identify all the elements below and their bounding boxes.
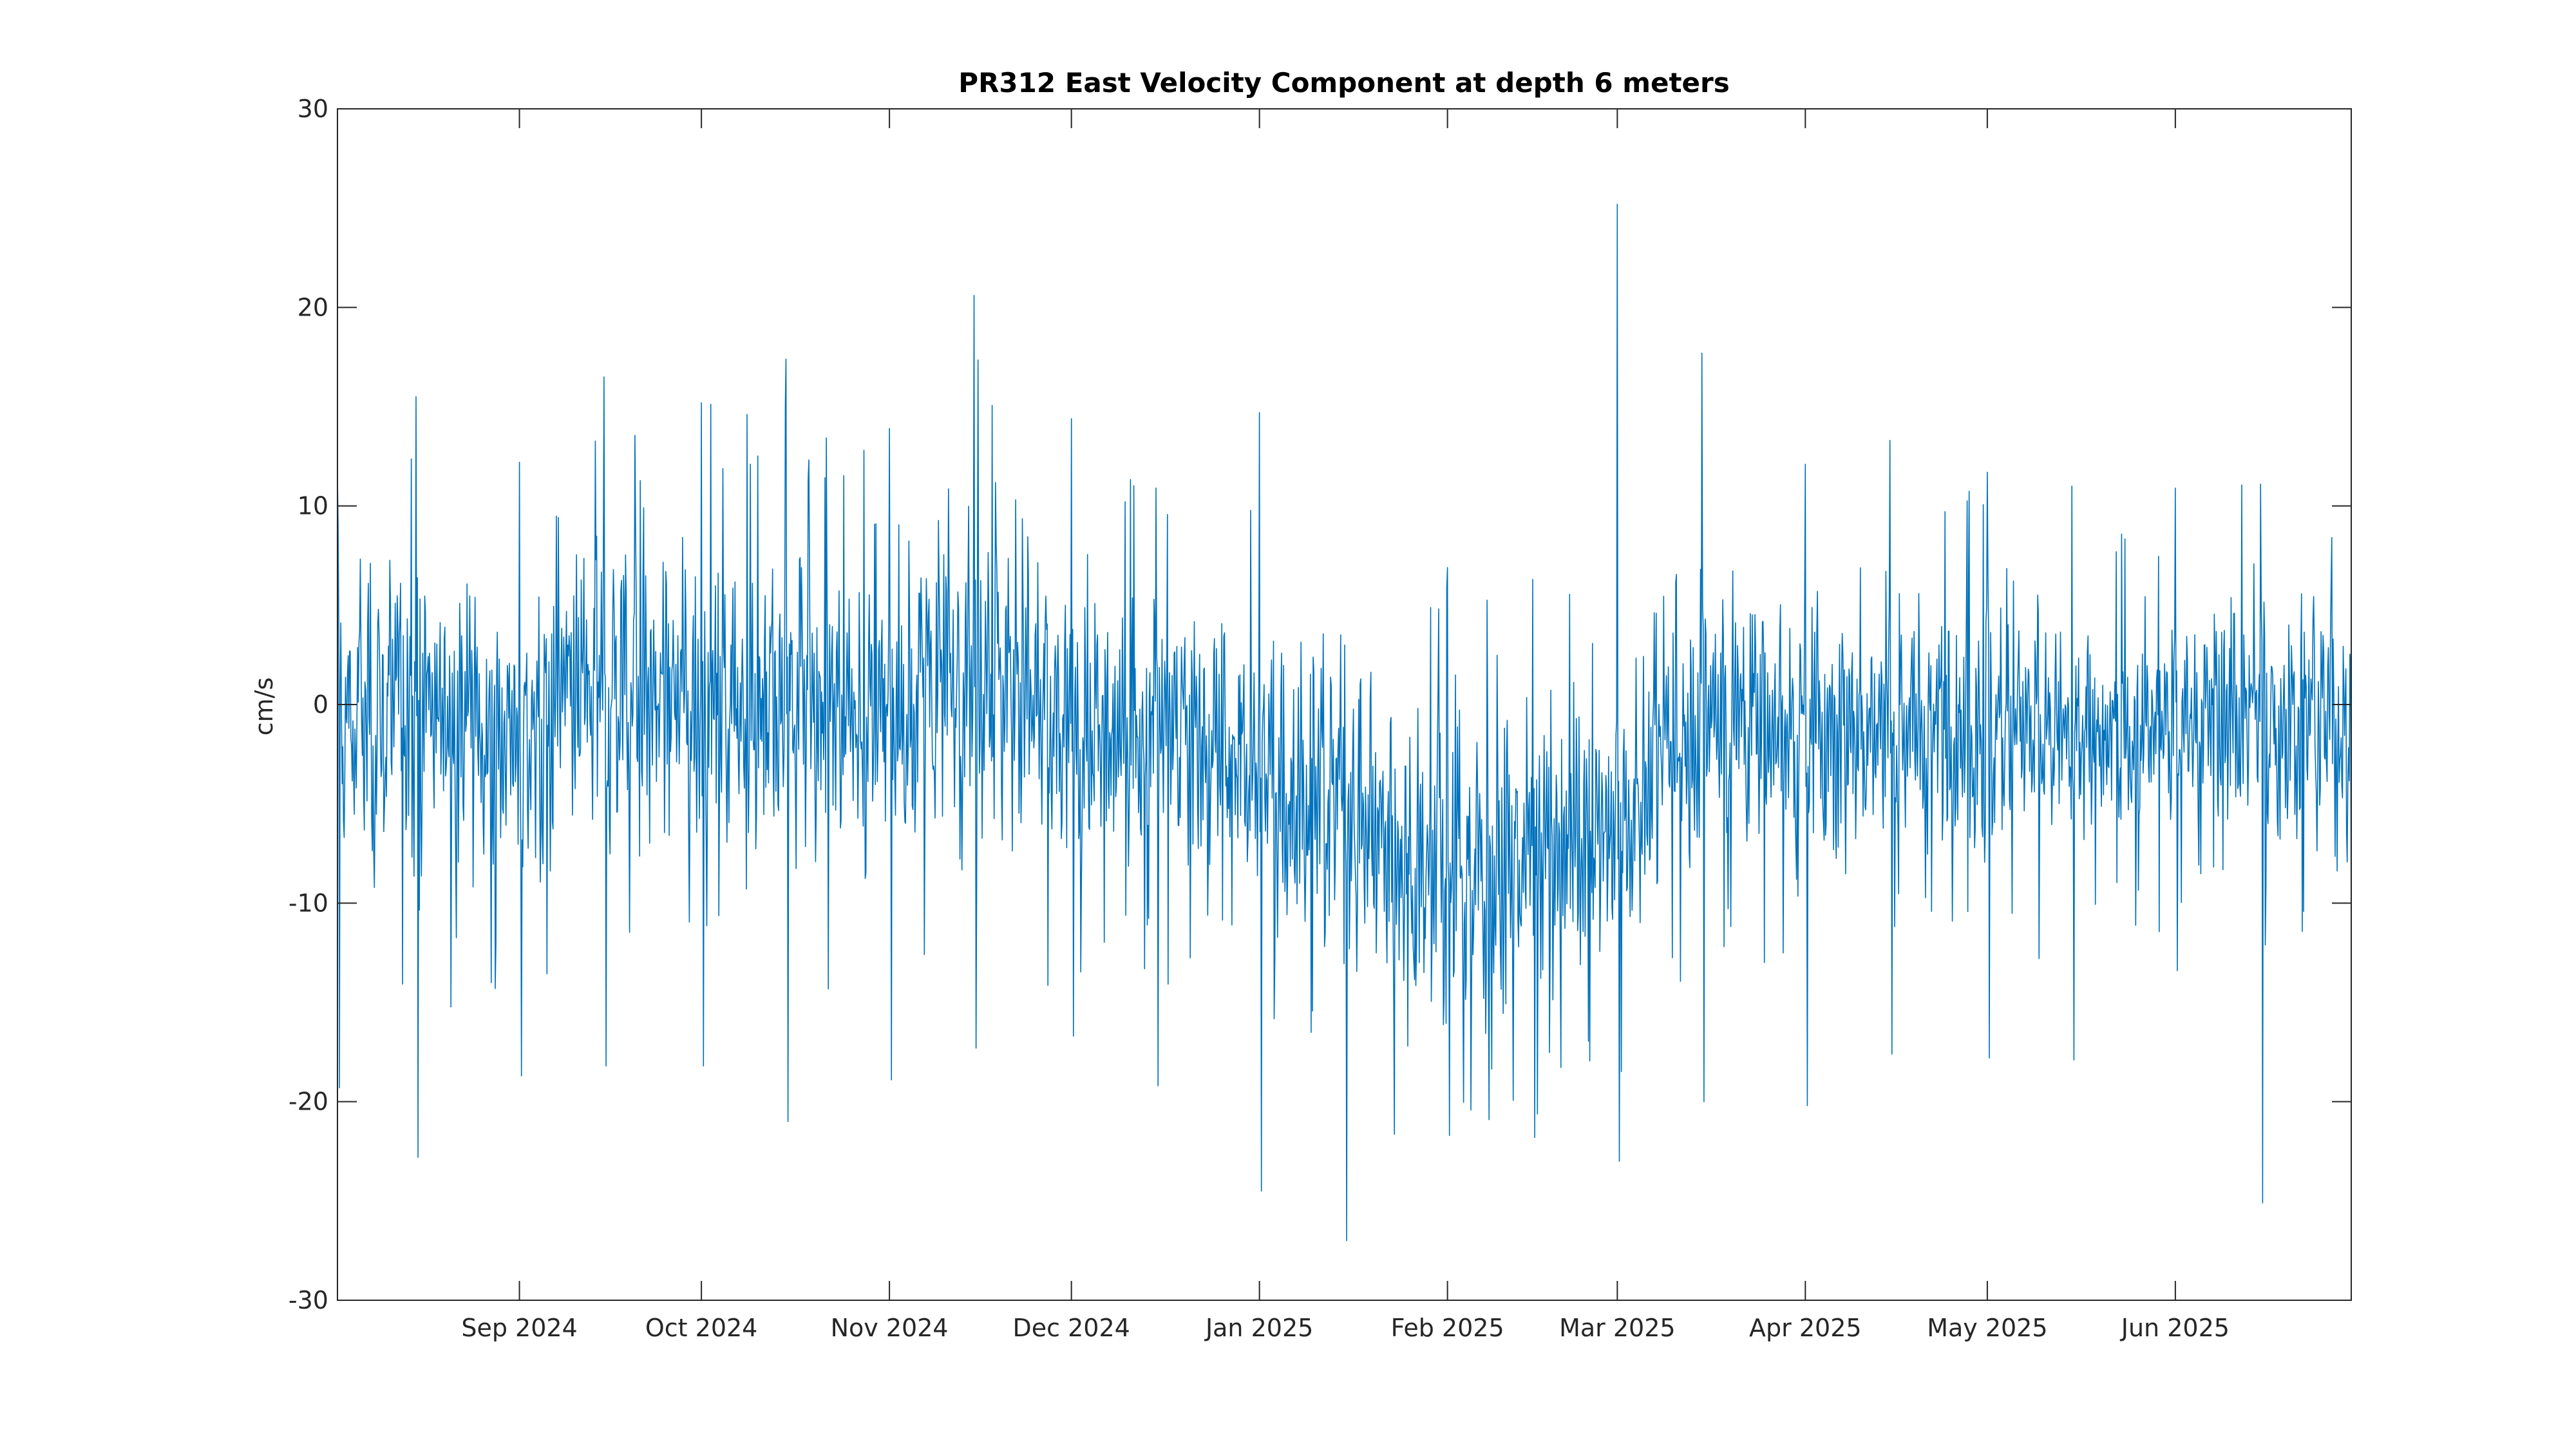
x-tick-label: Sep 2024 — [461, 1314, 577, 1342]
x-tick-label: Oct 2024 — [645, 1314, 758, 1342]
y-tick-label: -20 — [289, 1088, 328, 1116]
y-tick-label: 0 — [313, 690, 328, 719]
y-tick-label: -30 — [289, 1286, 328, 1314]
series-line — [337, 204, 2352, 1242]
x-tick-label: Feb 2025 — [1391, 1314, 1504, 1342]
x-tick-label: Dec 2024 — [1012, 1314, 1130, 1342]
x-tick-label: Apr 2025 — [1749, 1314, 1862, 1342]
x-tick-label: Nov 2024 — [831, 1314, 949, 1342]
y-tick-label: 30 — [298, 95, 328, 123]
series-layer — [337, 204, 2352, 1242]
y-tick-label: -10 — [289, 889, 328, 917]
x-tick-label: Jan 2025 — [1204, 1314, 1313, 1342]
axes-box — [337, 108, 2352, 1301]
y-axis-label: cm/s — [250, 677, 278, 736]
y-tick-label: 20 — [298, 293, 328, 321]
y-tick-label: 10 — [298, 492, 328, 520]
chart-title: PR312 East Velocity Component at depth 6… — [958, 67, 1729, 99]
x-tick-label: May 2025 — [1927, 1314, 2047, 1342]
x-tick-label: Jun 2025 — [2120, 1314, 2230, 1342]
tick-layer: 30 20 10 0 -10 -20 -30 Sep 2024 Oct 2024 Nov 2024… — [289, 95, 2351, 1342]
x-tick-label: Mar 2025 — [1559, 1314, 1675, 1342]
